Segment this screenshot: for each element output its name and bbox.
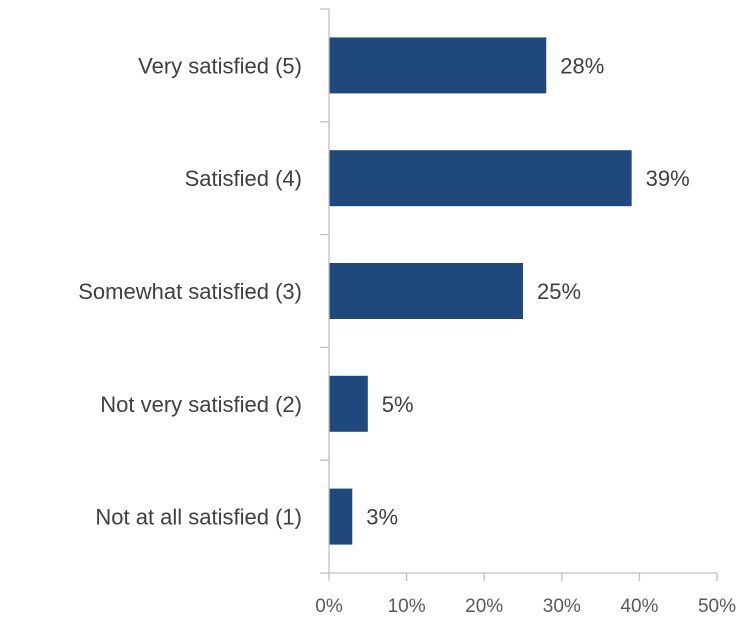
x-axis-ticks: 0% 10% 20% 30% 40% 50% bbox=[315, 573, 736, 617]
value-label-satisfied-4: 39% bbox=[646, 166, 690, 191]
category-label-very-satisfied-5: Very satisfied (5) bbox=[138, 53, 302, 78]
x-tick-label: 20% bbox=[465, 596, 503, 617]
bar-satisfied-4 bbox=[329, 150, 632, 207]
value-labels: 28% 39% 25% 5% 3% bbox=[366, 53, 689, 529]
bar-not-very-satisfied-2 bbox=[329, 375, 368, 432]
value-label-very-satisfied-5: 28% bbox=[560, 53, 604, 78]
bar-somewhat-satisfied-3 bbox=[329, 263, 523, 319]
x-tick-label: 0% bbox=[315, 596, 343, 617]
x-tick-label: 10% bbox=[388, 596, 426, 617]
value-label-somewhat-satisfied-3: 25% bbox=[537, 279, 581, 304]
category-label-not-at-all-satisfied-1: Not at all satisfied (1) bbox=[95, 505, 302, 530]
bars bbox=[329, 37, 632, 545]
category-label-not-very-satisfied-2: Not very satisfied (2) bbox=[100, 392, 302, 417]
category-labels: Very satisfied (5) Satisfied (4) Somewhat … bbox=[78, 53, 302, 529]
x-tick-label: 40% bbox=[620, 596, 658, 617]
category-label-satisfied-4: Satisfied (4) bbox=[185, 166, 302, 191]
axes bbox=[320, 8, 717, 574]
value-label-not-at-all-satisfied-1: 3% bbox=[366, 505, 398, 530]
value-label-not-very-satisfied-2: 5% bbox=[382, 392, 414, 417]
category-label-somewhat-satisfied-3: Somewhat satisfied (3) bbox=[78, 279, 302, 304]
x-tick-label: 50% bbox=[698, 596, 736, 617]
x-tick-label: 30% bbox=[543, 596, 581, 617]
bar-not-at-all-satisfied-1 bbox=[329, 488, 353, 545]
bar-very-satisfied-5 bbox=[329, 37, 547, 94]
